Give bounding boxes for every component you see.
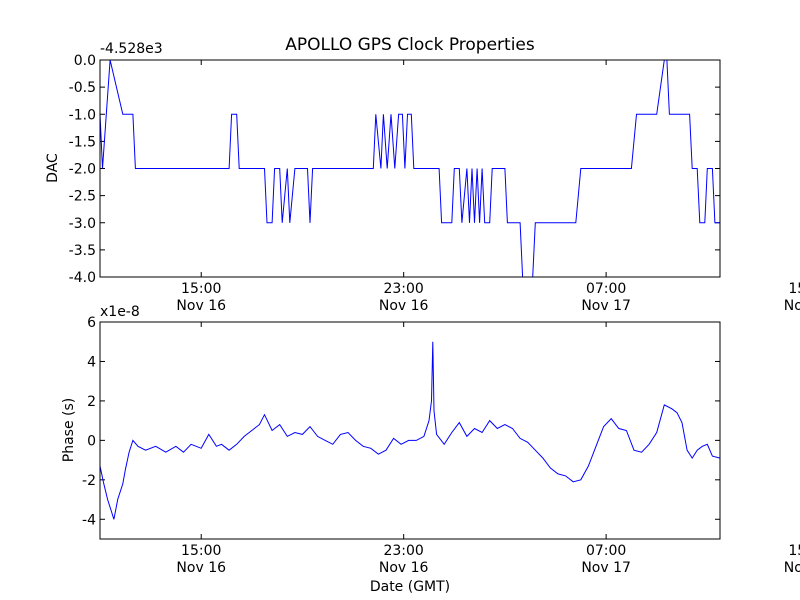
xtick-date-label: Nov 16 bbox=[379, 298, 429, 314]
xtick-time-label: 15:00 bbox=[181, 281, 221, 297]
ytick-label: -3.0 bbox=[69, 216, 96, 232]
xtick-time-label: 23:00 bbox=[383, 543, 423, 559]
xtick-time-label: 15:00 bbox=[788, 281, 800, 297]
ytick-label: -2.0 bbox=[69, 162, 96, 178]
ytick-label: -2.5 bbox=[69, 189, 96, 205]
dac-plot-frame bbox=[99, 59, 721, 278]
dac-offset-label: -4.528e3 bbox=[100, 41, 163, 57]
xtick-date-label: Nov 16 bbox=[379, 560, 429, 576]
ytick-label: -4.0 bbox=[69, 270, 96, 286]
ytick-label: 0 bbox=[87, 433, 96, 449]
ytick-label: 6 bbox=[87, 315, 96, 331]
ytick-label: 4 bbox=[87, 354, 96, 370]
figure-title: APOLLO GPS Clock Properties bbox=[285, 35, 535, 55]
ytick-label: -3.5 bbox=[69, 243, 96, 259]
ytick-label: -1.5 bbox=[69, 134, 96, 150]
ytick-label: 0.0 bbox=[74, 53, 96, 69]
phase-yticks: -4 -2 0 2 4 6 bbox=[82, 315, 720, 528]
ytick-label: -4 bbox=[82, 512, 96, 528]
xtick-time-label: 07:00 bbox=[586, 543, 626, 559]
xtick-time-label: 23:00 bbox=[383, 281, 423, 297]
xtick-time-label: 07:00 bbox=[586, 281, 626, 297]
dac-ylabel: DAC bbox=[45, 153, 61, 183]
ytick-label: -1.0 bbox=[69, 107, 96, 123]
xtick-date-label: Nov 16 bbox=[176, 298, 226, 314]
phase-series-line bbox=[99, 341, 721, 520]
dac-yticks: -4.0 -3.5 -3.0 -2.5 -2.0 -1.5 -1.0 -0.5 0.0 bbox=[69, 53, 720, 286]
dac-series-line bbox=[99, 59, 720, 278]
phase-offset-label: x1e-8 bbox=[100, 304, 140, 320]
phase-plot-frame bbox=[99, 321, 721, 540]
xtick-time-label: 15:00 bbox=[788, 543, 800, 559]
ytick-label: -2 bbox=[82, 473, 96, 489]
xtick-time-label: 15:00 bbox=[181, 543, 221, 559]
phase-xlabel: Date (GMT) bbox=[370, 579, 450, 595]
xtick-date-label: Nov 17 bbox=[784, 560, 800, 576]
xtick-date-label: Nov 17 bbox=[581, 298, 631, 314]
ytick-label: 2 bbox=[87, 394, 96, 410]
xtick-date-label: Nov 17 bbox=[784, 298, 800, 314]
phase-ylabel: Phase (s) bbox=[61, 398, 77, 462]
xtick-date-label: Nov 16 bbox=[176, 560, 226, 576]
dac-panel: -4.528e3 DAC -4.0 -3.5 -3.0 -2.5 -2.0 -1.5 -1.… bbox=[45, 41, 800, 314]
xtick-date-label: Nov 17 bbox=[581, 560, 631, 576]
ytick-label: -0.5 bbox=[69, 80, 96, 96]
